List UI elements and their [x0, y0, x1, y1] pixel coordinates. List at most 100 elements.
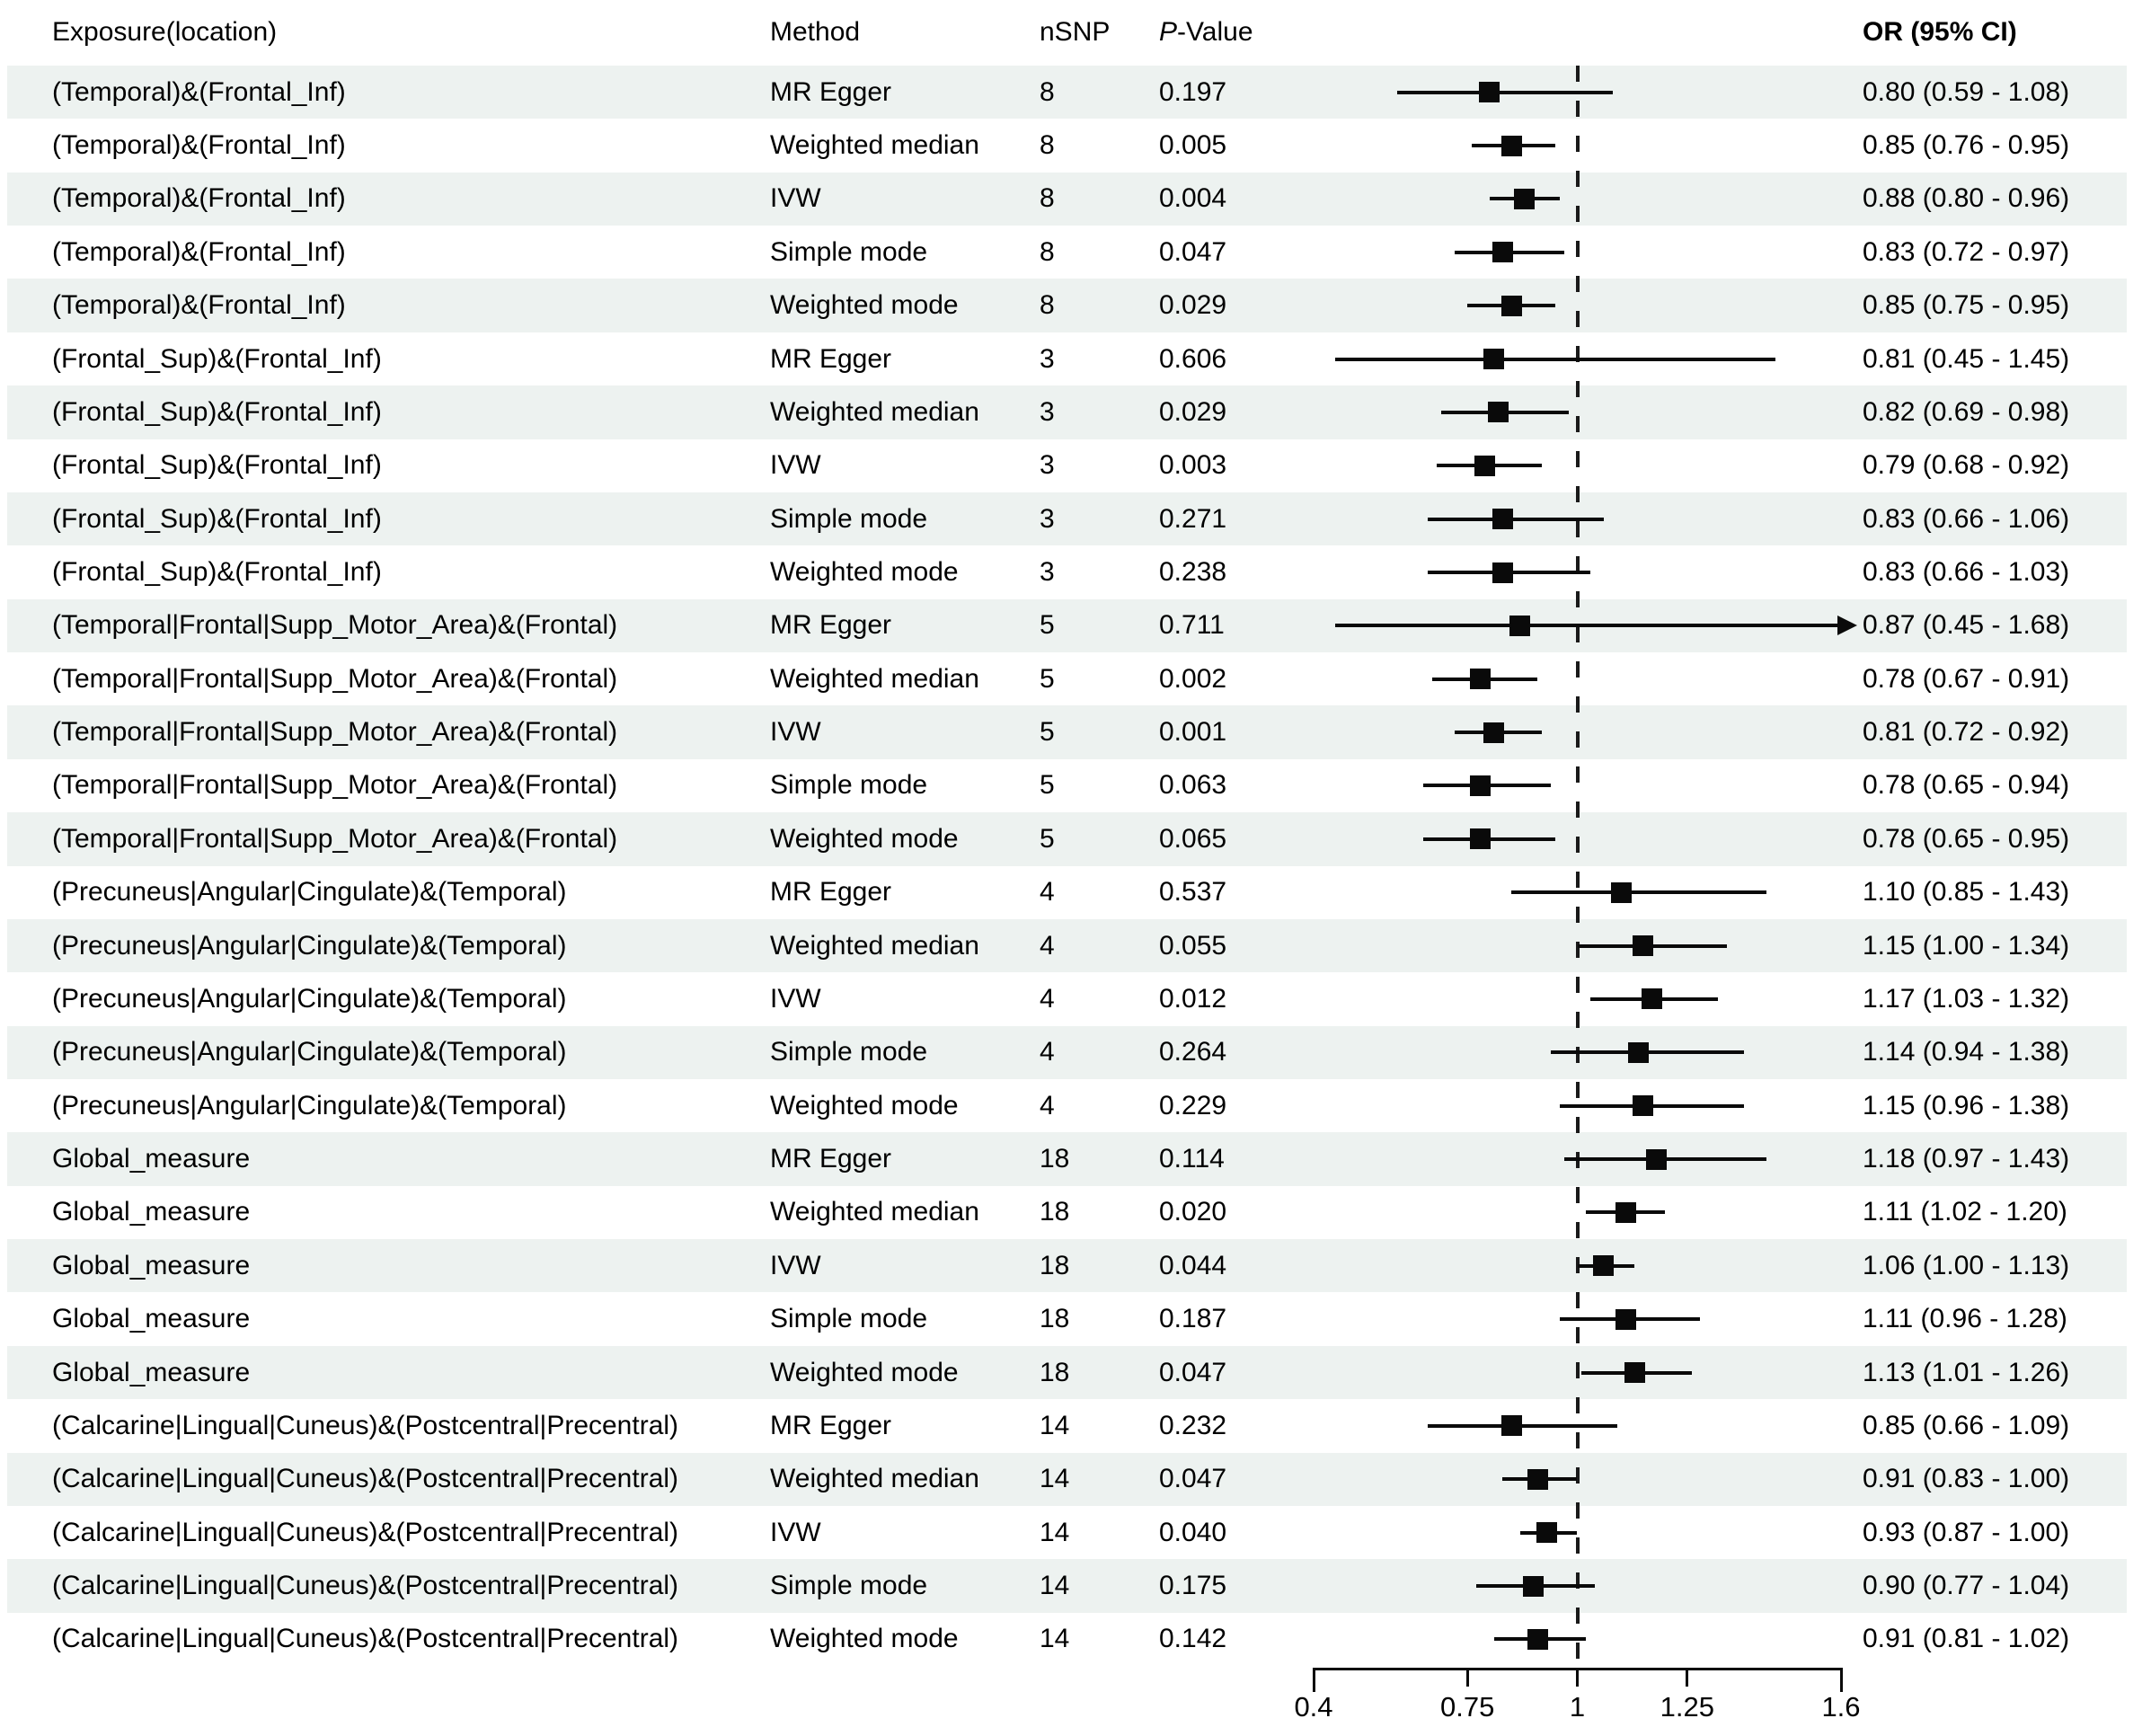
or-point-marker	[1536, 1522, 1557, 1544]
cell-pvalue: 0.047	[1159, 1464, 1227, 1494]
table-row: (Temporal|Frontal|Supp_Motor_Area)&(Fron…	[0, 705, 2151, 759]
cell-nsnp: 3	[1040, 343, 1055, 374]
cell-method: Weighted median	[770, 130, 979, 161]
row-stripe	[7, 1132, 2127, 1186]
cell-exposure: (Frontal_Sup)&(Frontal_Inf)	[52, 450, 382, 481]
cell-pvalue: 0.005	[1159, 130, 1227, 161]
cell-pvalue: 0.537	[1159, 877, 1227, 908]
cell-or-ci: 0.83 (0.66 - 1.06)	[1863, 503, 2070, 534]
cell-pvalue: 0.047	[1159, 236, 1227, 267]
cell-or-ci: 0.83 (0.66 - 1.03)	[1863, 557, 2070, 587]
cell-or-ci: 0.88 (0.80 - 0.96)	[1863, 183, 2070, 214]
cell-exposure: (Frontal_Sup)&(Frontal_Inf)	[52, 557, 382, 587]
cell-exposure: (Precuneus|Angular|Cingulate)&(Temporal)	[52, 1090, 567, 1120]
cell-nsnp: 18	[1040, 1304, 1070, 1334]
table-row: Global_measure Simple mode 18 0.187 1.11 (0.…	[0, 1293, 2151, 1346]
or-point-marker	[1487, 402, 1509, 423]
cell-or-ci: 0.80 (0.59 - 1.08)	[1863, 76, 2070, 107]
cell-nsnp: 5	[1040, 663, 1055, 694]
table-row: (Calcarine|Lingual|Cuneus)&(Postcentral|…	[0, 1452, 2151, 1506]
cell-nsnp: 8	[1040, 130, 1055, 161]
cell-method: Simple mode	[770, 1304, 928, 1334]
cell-pvalue: 0.142	[1159, 1624, 1227, 1654]
cell-method: Simple mode	[770, 236, 928, 267]
column-header-method: Method	[770, 17, 861, 47]
or-point-marker	[1492, 562, 1513, 583]
cell-nsnp: 8	[1040, 236, 1055, 267]
cell-pvalue: 0.065	[1159, 823, 1227, 854]
cell-pvalue: 0.002	[1159, 663, 1227, 694]
or-point-marker	[1642, 988, 1663, 1010]
table-row: (Calcarine|Lingual|Cuneus)&(Postcentral|…	[0, 1399, 2151, 1452]
row-stripe	[7, 385, 2127, 439]
x-axis-tick	[1465, 1668, 1469, 1687]
row-stripe	[7, 1025, 2127, 1080]
cell-or-ci: 1.17 (1.03 - 1.32)	[1863, 983, 2070, 1014]
cell-exposure: (Temporal|Frontal|Supp_Motor_Area)&(Fron…	[52, 610, 618, 641]
cell-pvalue: 0.175	[1159, 1571, 1227, 1601]
cell-pvalue: 0.044	[1159, 1250, 1227, 1280]
cell-method: Weighted median	[770, 1197, 979, 1227]
cell-exposure: (Frontal_Sup)&(Frontal_Inf)	[52, 343, 382, 374]
cell-nsnp: 4	[1040, 877, 1055, 908]
or-point-marker	[1633, 935, 1654, 957]
or-point-marker	[1479, 82, 1500, 103]
cell-exposure: (Frontal_Sup)&(Frontal_Inf)	[52, 396, 382, 427]
cell-exposure: (Calcarine|Lingual|Cuneus)&(Postcentral|…	[52, 1571, 679, 1601]
row-stripe	[7, 812, 2127, 866]
or-point-marker	[1624, 1362, 1645, 1384]
row-stripe	[7, 492, 2127, 546]
cell-method: MR Egger	[770, 1410, 892, 1440]
table-row: Global_measure Weighted mode 18 0.047 1.13 (…	[0, 1345, 2151, 1400]
cell-pvalue: 0.029	[1159, 290, 1227, 321]
pvalue-italic-p: P	[1159, 17, 1178, 47]
cell-pvalue: 0.001	[1159, 717, 1227, 748]
cell-or-ci: 0.91 (0.81 - 1.02)	[1863, 1624, 2070, 1654]
table-row: (Temporal)&(Frontal_Inf) Simple mode 8 0.04…	[0, 226, 2151, 279]
cell-or-ci: 0.79 (0.68 - 0.92)	[1863, 450, 2070, 481]
cell-exposure: (Temporal)&(Frontal_Inf)	[52, 130, 346, 161]
or-point-marker	[1593, 1255, 1615, 1277]
cell-pvalue: 0.012	[1159, 983, 1227, 1014]
cell-method: IVW	[770, 983, 821, 1014]
column-header-nsnp: nSNP	[1040, 17, 1111, 47]
cell-pvalue: 0.711	[1159, 610, 1225, 641]
cell-method: Weighted median	[770, 396, 979, 427]
cell-nsnp: 8	[1040, 76, 1055, 107]
cell-method: Weighted median	[770, 1464, 979, 1494]
cell-exposure: (Precuneus|Angular|Cingulate)&(Temporal)	[52, 930, 567, 961]
or-point-marker	[1483, 722, 1505, 743]
cell-method: MR Egger	[770, 1144, 892, 1174]
table-row: Global_measure Weighted median 18 0.020 1.11…	[0, 1186, 2151, 1239]
cell-pvalue: 0.264	[1159, 1037, 1227, 1067]
cell-method: Weighted mode	[770, 1090, 959, 1120]
cell-pvalue: 0.020	[1159, 1197, 1227, 1227]
cell-exposure: (Calcarine|Lingual|Cuneus)&(Postcentral|…	[52, 1624, 679, 1654]
x-axis-tick-label: 1	[1569, 1691, 1586, 1723]
table-row: (Calcarine|Lingual|Cuneus)&(Postcentral|…	[0, 1559, 2151, 1613]
ci-line	[1335, 357, 1775, 361]
cell-exposure: Global_measure	[52, 1357, 251, 1387]
cell-method: IVW	[770, 183, 821, 214]
cell-exposure: Global_measure	[52, 1197, 251, 1227]
cell-method: Weighted median	[770, 663, 979, 694]
cell-exposure: (Temporal)&(Frontal_Inf)	[52, 76, 346, 107]
cell-nsnp: 3	[1040, 396, 1055, 427]
cell-nsnp: 18	[1040, 1197, 1070, 1227]
ci-line	[1428, 517, 1604, 521]
table-row: (Temporal)&(Frontal_Inf) Weighted median 8…	[0, 119, 2151, 172]
cell-exposure: (Calcarine|Lingual|Cuneus)&(Postcentral|…	[52, 1464, 679, 1494]
cell-pvalue: 0.029	[1159, 396, 1227, 427]
table-row: (Precuneus|Angular|Cingulate)&(Temporal)…	[0, 1025, 2151, 1080]
cell-nsnp: 5	[1040, 823, 1055, 854]
cell-exposure: (Temporal|Frontal|Supp_Motor_Area)&(Fron…	[52, 663, 618, 694]
cell-nsnp: 18	[1040, 1250, 1070, 1280]
cell-method: MR Egger	[770, 343, 892, 374]
cell-pvalue: 0.232	[1159, 1410, 1227, 1440]
cell-method: IVW	[770, 450, 821, 481]
x-axis-tick	[1839, 1668, 1843, 1692]
table-row: (Calcarine|Lingual|Cuneus)&(Postcentral|…	[0, 1613, 2151, 1666]
cell-or-ci: 0.90 (0.77 - 1.04)	[1863, 1571, 2070, 1601]
cell-pvalue: 0.187	[1159, 1304, 1227, 1334]
